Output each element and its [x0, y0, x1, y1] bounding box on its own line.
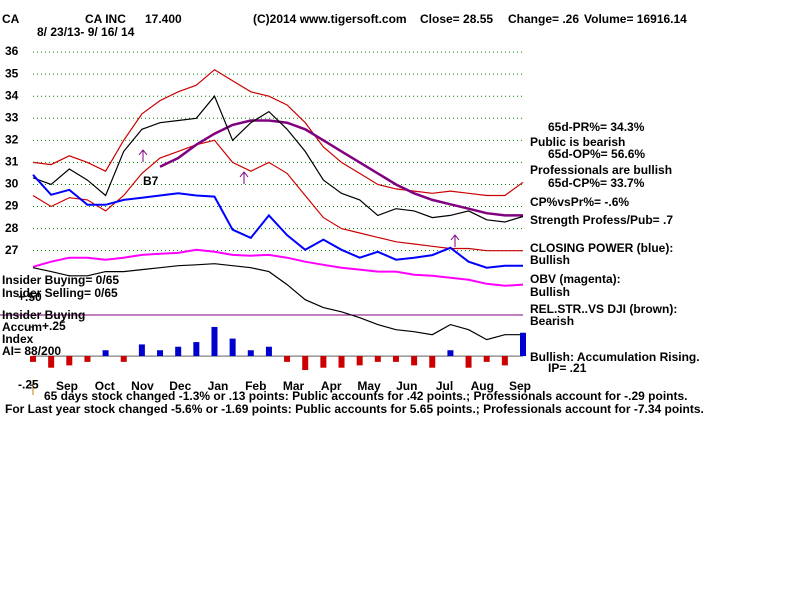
right-label: Bullish: Accumulation Rising. [530, 350, 700, 364]
accum-bar [411, 356, 418, 366]
accum-bar [48, 356, 55, 368]
date-range: 8/ 23/13- 9/ 16/ 14 [37, 25, 135, 39]
accum-bar [247, 350, 254, 357]
y-tick-label: 27 [5, 243, 19, 257]
ip-value: 17.400 [145, 12, 182, 26]
accum-bar [175, 346, 182, 357]
left-label: AI= 88/200 [2, 344, 61, 358]
x-tick-label: Jul [436, 379, 453, 393]
accum-bar [193, 342, 200, 357]
accum-bar [265, 346, 272, 357]
series-line [32, 174, 523, 269]
accum-bar [483, 356, 490, 362]
accum-bar [374, 356, 381, 362]
accum-bar [66, 356, 73, 366]
left-label: Accum [2, 320, 42, 334]
accum-bar [501, 356, 508, 366]
x-tick-label: Dec [169, 379, 191, 393]
x-tick-label: May [357, 379, 381, 393]
left-label: Insider Buying= 0/65 [2, 273, 119, 287]
accum-bar [120, 356, 127, 362]
left-label: Insider Buying [2, 308, 85, 322]
x-tick-label: Jan [208, 379, 229, 393]
accum-bar [429, 356, 436, 368]
accum-bar [302, 356, 309, 371]
close: Close= 28.55 [420, 12, 493, 26]
y-tick-label: 36 [5, 44, 19, 58]
x-tick-label: Mar [283, 379, 305, 393]
right-label: CLOSING POWER (blue): [530, 241, 673, 255]
right-label: Professionals are bullish [530, 163, 672, 177]
x-tick-label: Jun [396, 379, 417, 393]
x-tick-label: Apr [321, 379, 342, 393]
y-tick-label: +.25 [42, 319, 66, 333]
accum-bar [102, 350, 109, 357]
accum-bar [356, 356, 363, 366]
x-tick-label: Feb [245, 379, 266, 393]
left-label: Insider Selling= 0/65 [2, 286, 118, 300]
right-label: REL.STR..VS DJI (brown): [530, 302, 677, 316]
accum-bar [338, 356, 345, 368]
accum-bar [447, 350, 454, 357]
volume: Volume= 16916.14 [584, 12, 687, 26]
accum-bar [520, 332, 526, 357]
footer-line: 65 days stock changed -1.3% or .13 point… [44, 389, 687, 403]
accum-bar [211, 326, 218, 357]
x-tick-label: Oct [95, 379, 115, 393]
right-label: Bullish [530, 285, 570, 299]
series-line [159, 119, 523, 217]
right-label: CP%vsPr%= -.6% [530, 195, 629, 209]
x-tick-label: Aug [471, 379, 494, 393]
series-line [32, 248, 524, 287]
y-tick-label: +.50 [18, 290, 42, 304]
y-tick-label: 31 [5, 155, 19, 169]
y-tick-label: 33 [5, 110, 19, 124]
company-name: CA INC [85, 12, 126, 26]
right-label: Bearish [530, 314, 574, 328]
accum-bar [392, 356, 399, 362]
y-tick-label: -.25 [18, 377, 39, 391]
accum-bar [30, 356, 36, 362]
y-tick-label: 35 [5, 66, 19, 80]
annotation: B7 [143, 174, 159, 188]
right-label: IP= .21 [548, 361, 587, 375]
accum-bar [138, 344, 145, 357]
right-label: Public is bearish [530, 135, 625, 149]
accum-bar [320, 356, 327, 368]
series-line [32, 68, 524, 197]
right-label: Bullish [530, 253, 570, 267]
accum-bar [84, 356, 91, 362]
x-tick-label: Sep [56, 379, 78, 393]
left-label: Index [2, 332, 34, 346]
y-tick-label: 29 [5, 199, 19, 213]
accum-bar [157, 350, 164, 357]
right-label: Strength Profess/Pub= .7 [530, 213, 673, 227]
arrows [138, 149, 460, 247]
copyright: (C)2014 www.tigersoft.com [253, 12, 407, 26]
y-tick-label: 30 [5, 177, 19, 191]
ticker: CA [2, 12, 20, 26]
change: Change= .26 [508, 12, 579, 26]
y-tick-label: 34 [5, 88, 19, 102]
y-tick-label: 32 [5, 133, 19, 147]
series-line [32, 95, 524, 223]
footer-line: For Last year stock changed -5.6% or -1.… [5, 402, 704, 416]
x-tick-label: Nov [131, 379, 154, 393]
right-label: OBV (magenta): [530, 272, 621, 286]
accum-bar [465, 356, 472, 368]
right-label: 65d-CP%= 33.7% [548, 176, 645, 190]
y-tick-label: 28 [5, 221, 19, 235]
x-tick-label: Sep [509, 379, 531, 393]
accum-bar [229, 338, 236, 357]
right-label: 65d-OP%= 56.6% [548, 147, 645, 161]
series-line [32, 263, 523, 341]
accum-bar [284, 356, 291, 362]
right-label: 65d-PR%= 34.3% [548, 120, 645, 134]
